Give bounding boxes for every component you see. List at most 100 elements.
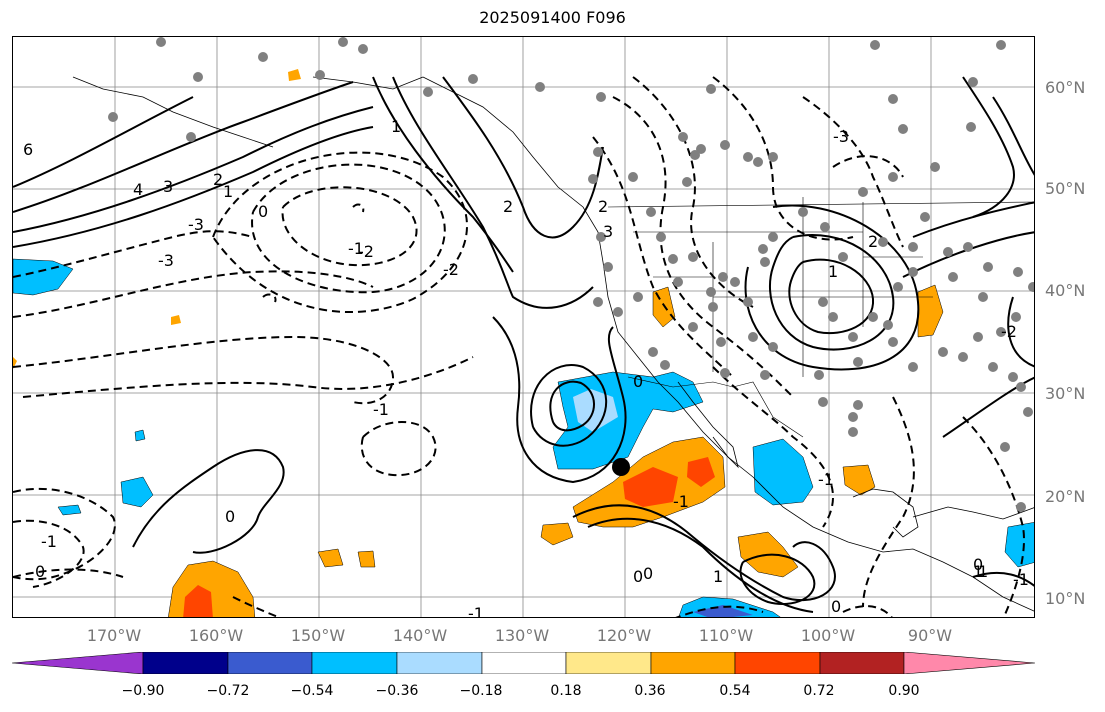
contour-label: 0 — [633, 567, 643, 586]
contour-label: -2 — [358, 242, 374, 261]
station-dot — [668, 254, 678, 264]
contour-label: 2 — [598, 197, 608, 216]
station-dot — [1016, 382, 1026, 392]
contour-label: -3 — [158, 251, 174, 270]
lon-label-100w: 100°W — [800, 626, 856, 645]
contour-label: -1 — [673, 492, 689, 511]
station-dot — [743, 152, 753, 162]
station-dot — [315, 70, 325, 80]
colorbar-segment — [481, 652, 567, 674]
contour-label: -1 — [1013, 570, 1029, 589]
storm-center-marker — [612, 458, 630, 476]
station-dot — [760, 257, 770, 267]
station-dot — [720, 368, 730, 378]
station-dot — [688, 322, 698, 332]
station-dot — [1016, 502, 1026, 512]
contour-label: 0 — [973, 555, 983, 574]
colorbar-segment — [227, 652, 313, 674]
colorbar-segment — [565, 652, 652, 674]
contour-label: 1 — [391, 117, 401, 136]
contour-label: -1 — [468, 604, 484, 618]
contour-label: 0 — [258, 202, 268, 221]
station-dot — [1013, 267, 1023, 277]
station-dot — [820, 222, 830, 232]
station-dot — [893, 282, 903, 292]
station-dot — [853, 357, 863, 367]
station-dot — [920, 212, 930, 222]
contours — [13, 76, 1034, 613]
contour-label: 1 — [713, 567, 723, 586]
station-dot — [1008, 372, 1018, 382]
contour-label: -1 — [41, 532, 57, 551]
colorbar-tick-label: 0.18 — [550, 683, 582, 699]
station-dot — [633, 292, 643, 302]
station-dot — [1011, 312, 1021, 322]
colorbar-tick-label: −0.72 — [206, 683, 250, 699]
station-dot — [748, 332, 758, 342]
station-dot — [660, 360, 670, 370]
station-dot — [930, 162, 940, 172]
contour-label: -2 — [443, 260, 459, 279]
station-dot — [883, 320, 893, 330]
station-dot — [818, 297, 828, 307]
lat-label-60n: 60°N — [1045, 78, 1086, 97]
station-dot — [156, 37, 166, 47]
station-dot — [908, 267, 918, 277]
graticule — [13, 37, 1034, 617]
contour-label: 1 — [223, 182, 233, 201]
station-dot — [593, 147, 603, 157]
station-dot — [706, 287, 716, 297]
colorbar-tick-label: 0.90 — [888, 683, 920, 699]
colorbar-tick-label: 0.36 — [634, 683, 666, 699]
station-dot — [423, 87, 433, 97]
station-dot — [968, 77, 978, 87]
colorbar-tick-label: 0.54 — [719, 683, 751, 699]
contour-label: 3 — [603, 222, 613, 241]
colorbar — [12, 652, 1036, 674]
station-dot — [596, 232, 606, 242]
contour-label: 6 — [23, 140, 33, 159]
station-dot — [613, 307, 623, 317]
station-dot — [963, 242, 973, 252]
station-dot — [978, 292, 988, 302]
lon-label-140w: 140°W — [392, 626, 448, 645]
colorbar-tick-label: −0.36 — [375, 683, 419, 699]
lon-label-170w: 170°W — [86, 626, 142, 645]
station-dot — [1000, 442, 1010, 452]
contour-label: 0 — [633, 372, 643, 391]
contour-label: 4 — [133, 180, 143, 199]
station-dot — [898, 124, 908, 134]
station-dot — [628, 172, 638, 182]
colorbar-tick-label: −0.90 — [121, 683, 165, 699]
station-dot — [193, 72, 203, 82]
lon-label-120w: 120°W — [596, 626, 652, 645]
negative-anomaly-region — [1004, 522, 1034, 568]
map-title: 2025091400 F096 — [479, 8, 626, 27]
station-dot — [996, 327, 1006, 337]
station-dot — [943, 247, 953, 257]
station-dot — [938, 347, 948, 357]
station-dots — [108, 37, 1034, 512]
dashed-contours — [13, 76, 1025, 617]
station-dot — [814, 370, 824, 380]
station-dot — [716, 337, 726, 347]
colorbar-tick-label: −0.54 — [290, 683, 334, 699]
station-dot — [798, 207, 808, 217]
contour-label: 0 — [225, 507, 235, 526]
lat-label-20n: 20°N — [1045, 487, 1086, 506]
lon-label-160w: 160°W — [188, 626, 244, 645]
station-dot — [648, 347, 658, 357]
colorbar-tick-label: −0.18 — [459, 683, 503, 699]
station-dot — [596, 92, 606, 102]
station-dot — [858, 187, 868, 197]
map-plot-area[interactable]: 6 4 3 2 1 0 -1 -2 -3 0 -1 -3 1 2 -2 2 3 -3 1 -1 0 -1 0 0 -1 1 2 0 1-… — [12, 36, 1035, 618]
contour-label: 1 — [828, 262, 838, 281]
station-dot — [108, 112, 118, 122]
station-dot — [768, 152, 778, 162]
negative-anomaly-region — [13, 258, 74, 296]
station-dot — [870, 40, 880, 50]
station-dot — [973, 332, 983, 342]
station-dot — [593, 297, 603, 307]
station-dot — [768, 342, 778, 352]
station-dot — [838, 252, 848, 262]
